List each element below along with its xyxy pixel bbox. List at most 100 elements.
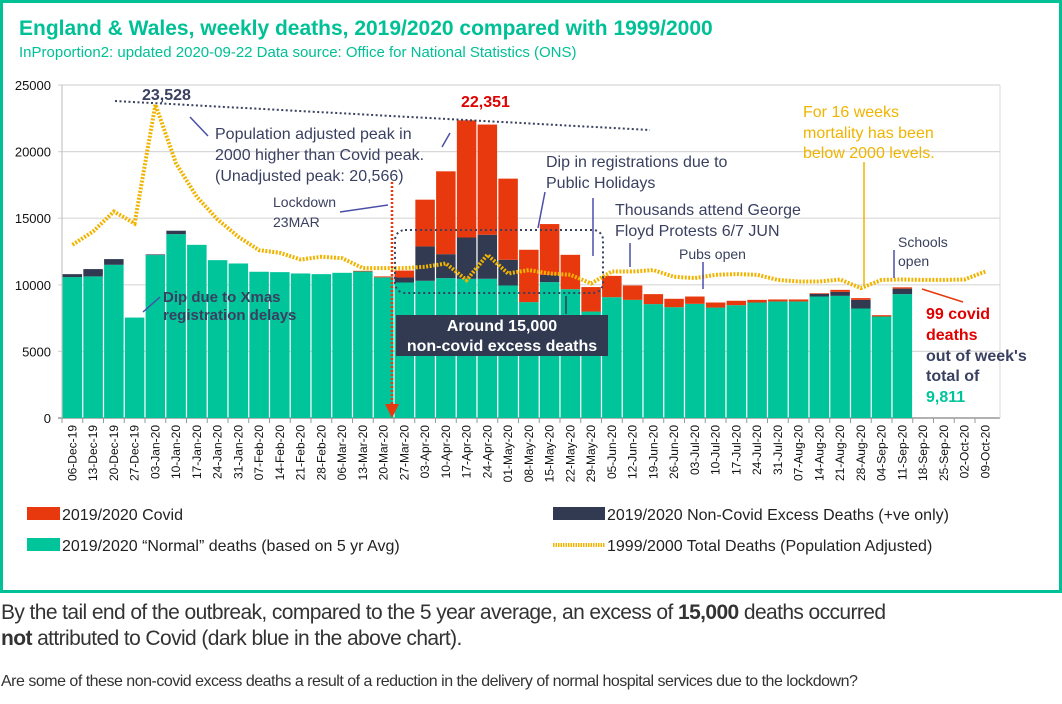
legend-swatch-normal bbox=[27, 538, 60, 551]
note-line: Dip in registrations due to bbox=[546, 154, 728, 171]
schools-note: Schools open bbox=[898, 234, 948, 269]
bar-covid bbox=[768, 299, 788, 302]
arrow-icon bbox=[537, 191, 546, 229]
dip-registrations-note: Dip in registrations due to Public Holid… bbox=[546, 154, 728, 192]
bar-normal bbox=[83, 276, 103, 418]
bar-normal bbox=[685, 303, 705, 418]
annotation-arrows bbox=[142, 116, 964, 314]
legend-label: 2019/2020 Covid bbox=[62, 507, 183, 524]
x-tick-label: 17-Jul-20 bbox=[729, 425, 743, 475]
bar-excess bbox=[851, 299, 871, 309]
x-tick-label: 26-Jun-20 bbox=[667, 425, 681, 479]
x-tick-label: 05-Jun-20 bbox=[605, 425, 619, 479]
y-tick-label: 20000 bbox=[15, 145, 51, 160]
legend-swatch-covid bbox=[27, 507, 60, 520]
bar-normal bbox=[104, 264, 124, 418]
bar-normal bbox=[187, 244, 207, 418]
bar-normal bbox=[124, 317, 145, 418]
x-tick-label: 11-Sep-20 bbox=[895, 425, 909, 480]
bar-covid bbox=[664, 298, 684, 308]
legend-label: 2019/2020 Non-Covid Excess Deaths (+ve o… bbox=[607, 507, 949, 524]
bar-normal bbox=[332, 272, 352, 418]
bold-number: 15,000 bbox=[677, 601, 739, 624]
arrow-icon bbox=[339, 204, 389, 213]
text: attributed to Covid (dark blue in the ab… bbox=[31, 627, 462, 650]
bar-covid bbox=[415, 199, 435, 247]
arrow-icon bbox=[921, 288, 964, 303]
bar-covid bbox=[788, 299, 809, 302]
bar-covid bbox=[394, 270, 415, 278]
x-tick-label: 25-Sep-20 bbox=[937, 425, 951, 481]
arrow-icon bbox=[142, 296, 161, 313]
bar-normal bbox=[145, 255, 166, 418]
x-tick-label: 19-Jun-20 bbox=[646, 425, 660, 479]
x-tick-label: 06-Mar-20 bbox=[335, 425, 349, 481]
bar-covid bbox=[353, 270, 373, 272]
lockdown-arrowhead-icon bbox=[385, 404, 399, 418]
summary-paragraph: By the tail end of the outbreak, compare… bbox=[1, 600, 1061, 652]
bar-normal bbox=[726, 305, 747, 418]
bar-covid bbox=[726, 300, 747, 306]
x-tick-label: 14-Feb-20 bbox=[273, 425, 287, 481]
bar-covid bbox=[747, 299, 767, 303]
chart-subtitle: InProportion2: updated 2020-09-22 Data s… bbox=[19, 44, 577, 61]
question-paragraph: Are some of these non-covid excess death… bbox=[1, 673, 858, 690]
bar-covid bbox=[643, 294, 664, 305]
note-line: 23MAR bbox=[273, 214, 320, 230]
x-tick-label: 29-May-20 bbox=[584, 425, 598, 483]
bar-excess bbox=[456, 237, 477, 279]
bar-normal bbox=[290, 273, 311, 418]
note-line: 99 covid bbox=[926, 306, 990, 323]
legend-swatch-excess bbox=[553, 507, 605, 520]
bar-normal bbox=[228, 263, 249, 418]
x-tick-label: 28-Aug-20 bbox=[854, 425, 868, 481]
note-line: non-covid excess deaths bbox=[407, 338, 597, 355]
note-line: Thousands attend George bbox=[615, 202, 801, 219]
x-tick-label: 17-Apr-20 bbox=[460, 425, 474, 479]
note-line: Dip due to Xmas bbox=[163, 289, 281, 306]
x-tick-label: 07-Aug-20 bbox=[792, 425, 806, 481]
bar-normal bbox=[62, 277, 83, 418]
x-tick-label: 24-Apr-20 bbox=[480, 425, 494, 479]
bar-covid bbox=[373, 276, 394, 278]
x-tick-label: 03-Apr-20 bbox=[418, 425, 432, 479]
note-line: open bbox=[898, 253, 929, 269]
x-tick-label: 09-Oct-20 bbox=[978, 425, 992, 479]
x-tick-label: 08-May-20 bbox=[522, 425, 536, 483]
note-line: 2000 higher than Covid peak. bbox=[215, 147, 424, 164]
x-tick-label: 20-Mar-20 bbox=[377, 425, 391, 481]
x-tick-label: 20-Dec-19 bbox=[107, 425, 121, 481]
bar-covid bbox=[602, 275, 622, 298]
x-tick-label: 03-Jan-20 bbox=[148, 425, 162, 479]
bar-normal bbox=[353, 271, 373, 418]
bar-covid bbox=[560, 254, 581, 290]
bar-covid bbox=[705, 302, 726, 308]
bar-covid bbox=[456, 120, 477, 238]
chart-card bbox=[0, 0, 1062, 593]
lockdown-note: Lockdown 23MAR bbox=[273, 194, 336, 230]
note-line: Public Holidays bbox=[546, 175, 655, 192]
x-tick-label: 24-Jul-20 bbox=[750, 425, 764, 475]
bar-covid bbox=[581, 287, 601, 312]
bar-normal bbox=[622, 299, 643, 418]
x-axis-labels: 06-Dec-19 13-Dec-19 20-Dec-19 27-Dec-19 03-J… bbox=[65, 425, 992, 483]
note-line: out of week's bbox=[926, 348, 1027, 365]
pop-adjusted-note: Population adjusted peak in 2000 higher … bbox=[215, 126, 424, 185]
x-tick-label: 18-Sep-20 bbox=[916, 425, 930, 481]
y-tick-label: 10000 bbox=[15, 278, 51, 293]
bar-normal bbox=[871, 316, 892, 418]
weekly-deaths-chart: England & Wales, weekly deaths, 2019/202… bbox=[15, 17, 1027, 555]
bar-normal bbox=[892, 294, 913, 418]
x-tick-label: 17-Jan-20 bbox=[190, 425, 204, 479]
x-tick-label: 27-Dec-19 bbox=[128, 425, 142, 481]
bar-normal bbox=[809, 296, 830, 418]
note-line: deaths bbox=[926, 327, 978, 344]
bar-normal bbox=[249, 271, 269, 418]
line-1999-2000 bbox=[71, 96, 987, 291]
x-tick-label: 21-Aug-20 bbox=[833, 425, 847, 481]
note-line: (Unadjusted peak: 20,566) bbox=[215, 168, 404, 185]
bar-normal bbox=[207, 260, 228, 418]
annotations: 23,528 22,351 Population adjusted peak i… bbox=[114, 87, 1027, 418]
text: deaths occurred bbox=[738, 601, 886, 624]
y-tick-label: 15000 bbox=[15, 211, 51, 226]
